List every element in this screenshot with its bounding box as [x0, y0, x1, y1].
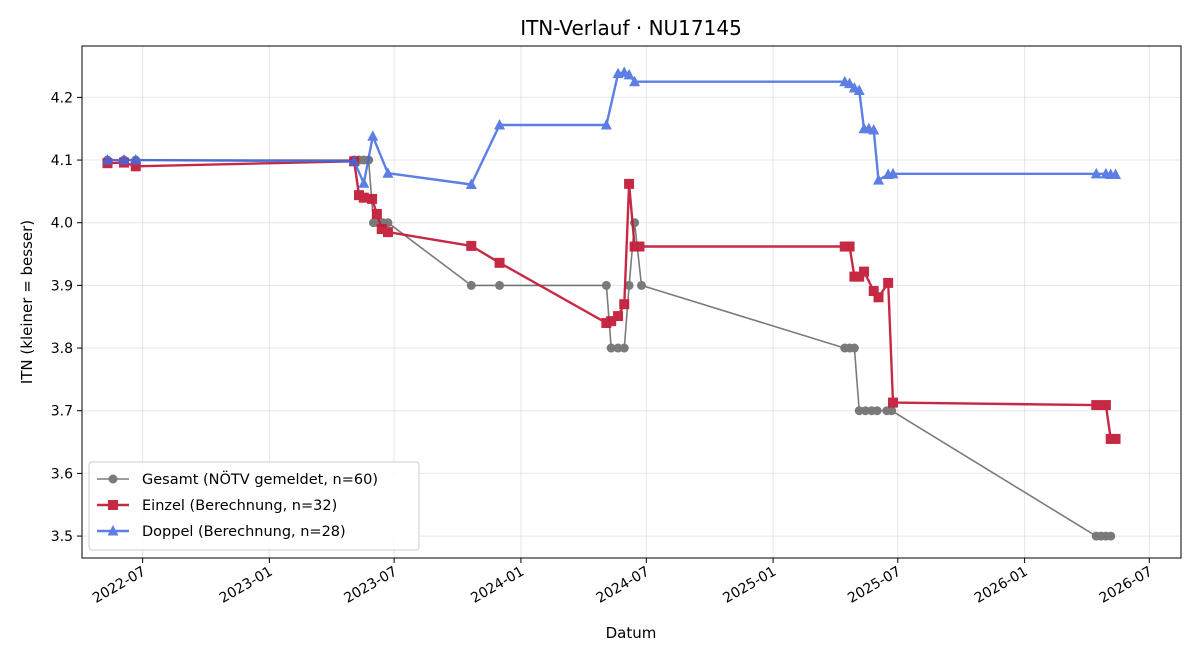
legend-item — [97, 474, 129, 484]
data-point — [887, 397, 898, 408]
data-point — [629, 75, 641, 87]
x-axis-label: Datum — [606, 624, 657, 642]
data-point — [382, 227, 393, 238]
data-point — [624, 280, 634, 290]
data-point — [130, 154, 142, 165]
y-axis-label: ITN (kleiner = besser) — [18, 220, 36, 384]
data-point — [606, 343, 616, 353]
data-point — [868, 286, 879, 297]
data-point — [844, 77, 856, 89]
data-point — [859, 266, 870, 277]
data-point — [873, 174, 885, 185]
data-point — [883, 277, 894, 288]
data-point — [101, 154, 113, 165]
y-tick-label: 3.7 — [51, 404, 73, 420]
data-point — [860, 406, 870, 416]
x-tick-label: 2024-07 — [594, 564, 653, 607]
data-point — [849, 343, 859, 353]
series-triangle — [101, 66, 1122, 189]
data-point — [636, 280, 646, 290]
data-point — [872, 406, 882, 416]
data-point — [1110, 168, 1122, 179]
x-axis: 2022-07 2023-01 2023-07 2024-01 2024-07 2025-… — [90, 558, 1155, 607]
data-point — [613, 311, 624, 322]
legend-marker — [108, 474, 118, 484]
data-point — [623, 68, 635, 80]
x-tick-label: 2022-07 — [90, 564, 149, 607]
series-line — [107, 71, 1116, 186]
data-point — [466, 240, 477, 251]
data-point — [382, 167, 394, 178]
y-axis: 3.5 3.6 3.7 3.8 3.9 4.0 4.1 4.2 — [51, 90, 82, 545]
y-tick-label: 4.0 — [51, 216, 73, 232]
data-point — [868, 123, 880, 135]
data-point — [494, 118, 506, 130]
data-point — [367, 130, 379, 141]
data-point — [887, 167, 899, 179]
legend-box — [88, 461, 420, 551]
x-tick-label: 2026-01 — [972, 564, 1031, 607]
legend-marker — [107, 525, 119, 536]
x-tick-label: 2025-07 — [845, 564, 904, 607]
x-tick-label: 2025-01 — [720, 564, 779, 607]
data-point — [1091, 400, 1102, 411]
y-tick-label: 3.9 — [51, 278, 73, 294]
legend-item — [97, 525, 129, 536]
data-point — [371, 208, 382, 219]
data-point — [348, 155, 360, 166]
series-square — [102, 156, 1121, 444]
legend-item — [97, 500, 129, 510]
data-point — [465, 178, 477, 189]
series-layer — [101, 66, 1122, 541]
legend-marker — [108, 500, 118, 510]
data-point — [634, 241, 645, 252]
y-tick-label: 3.6 — [51, 466, 73, 482]
data-point — [466, 280, 476, 290]
data-point — [1100, 400, 1111, 411]
data-point — [844, 241, 855, 252]
plot-frame — [81, 45, 1182, 559]
data-point — [854, 271, 865, 282]
data-point — [601, 280, 611, 290]
data-point — [1110, 433, 1121, 444]
y-tick-label: 3.5 — [51, 529, 73, 545]
y-tick-label: 4.2 — [51, 90, 73, 106]
data-point — [624, 178, 635, 189]
y-tick-label: 4.1 — [51, 153, 73, 169]
y-tick-label: 3.8 — [51, 341, 73, 357]
chart-title: ITN-Verlauf · NU17145 — [520, 16, 742, 40]
legend-label: Doppel (Berechnung, n=28) — [142, 524, 346, 540]
data-point — [358, 177, 370, 188]
x-tick-label: 2023-01 — [217, 564, 276, 607]
data-point — [376, 223, 387, 234]
data-point — [606, 316, 617, 327]
data-point — [367, 193, 378, 204]
legend-label: Gesamt (NÖTV gemeldet, n=60) — [142, 470, 378, 488]
data-point — [495, 280, 505, 290]
data-point — [118, 154, 130, 165]
legend-label: Einzel (Berechnung, n=32) — [142, 498, 337, 514]
series-line — [107, 160, 1116, 441]
data-point — [853, 84, 865, 95]
data-point — [358, 192, 369, 203]
data-point — [600, 118, 612, 130]
x-tick-label: 2024-01 — [468, 564, 527, 607]
x-tick-label: 2023-07 — [341, 564, 400, 607]
data-point — [619, 343, 629, 353]
data-point — [613, 343, 623, 353]
data-point — [854, 406, 864, 416]
data-point — [494, 257, 505, 268]
data-point — [1090, 167, 1102, 179]
data-point — [130, 161, 141, 172]
data-point — [873, 292, 884, 303]
x-tick-label: 2026-07 — [1097, 564, 1156, 607]
legend: Gesamt (NÖTV gemeldet, n=60) Einzel (Bere… — [88, 461, 420, 551]
data-point — [619, 299, 630, 310]
data-point — [887, 406, 897, 416]
data-point — [1106, 531, 1116, 541]
